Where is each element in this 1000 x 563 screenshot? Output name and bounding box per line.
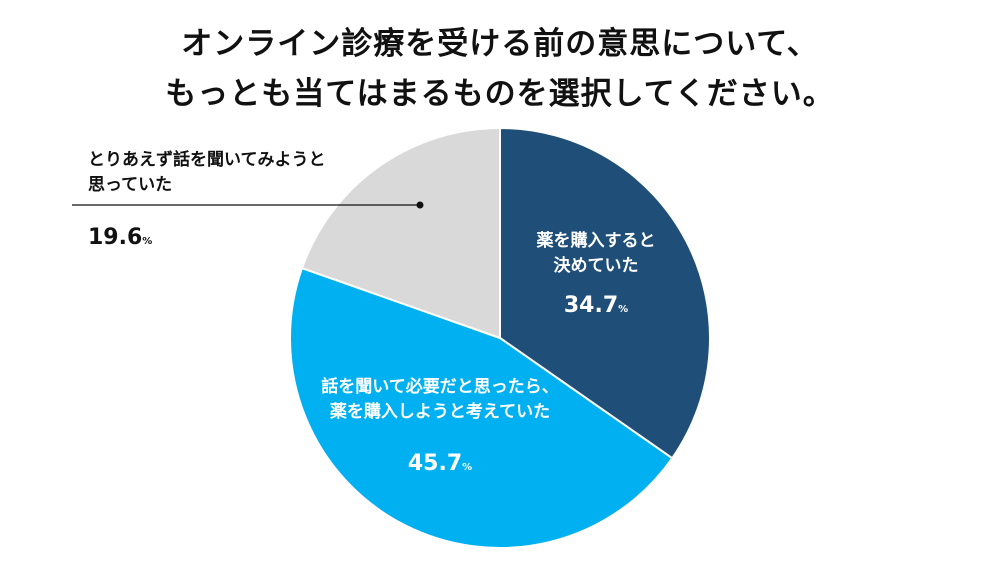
- slice-label-2-line-2: 薬を購入しようと考えていた: [330, 401, 550, 422]
- pie-slice-3: [300, 126, 501, 340]
- slice-label-3-line-2: 思っていた: [88, 175, 172, 195]
- slice-label-1-line-1: 薬を購入すると: [537, 230, 656, 251]
- chart-title-line-1: オンライン診療を受ける前の意思について、: [181, 26, 819, 62]
- slice-value-2: 45.7%: [408, 451, 472, 476]
- chart-title-line-2: もっとも当てはまるものを選択してください。: [165, 76, 835, 112]
- slice-value-1: 34.7%: [564, 293, 628, 318]
- slice-label-1-line-2: 決めていた: [554, 255, 639, 276]
- pie-slice-2: [289, 266, 674, 549]
- slice-label-3-line-1: とりあえず話を聞いてみようと: [88, 149, 326, 170]
- pie-slice-1: [499, 126, 711, 460]
- slice-3-leader-dot: [416, 201, 424, 209]
- slice-label-2-line-1: 話を聞いて必要だと思ったら、: [321, 376, 559, 397]
- slice-value-3: 19.6%: [88, 225, 152, 250]
